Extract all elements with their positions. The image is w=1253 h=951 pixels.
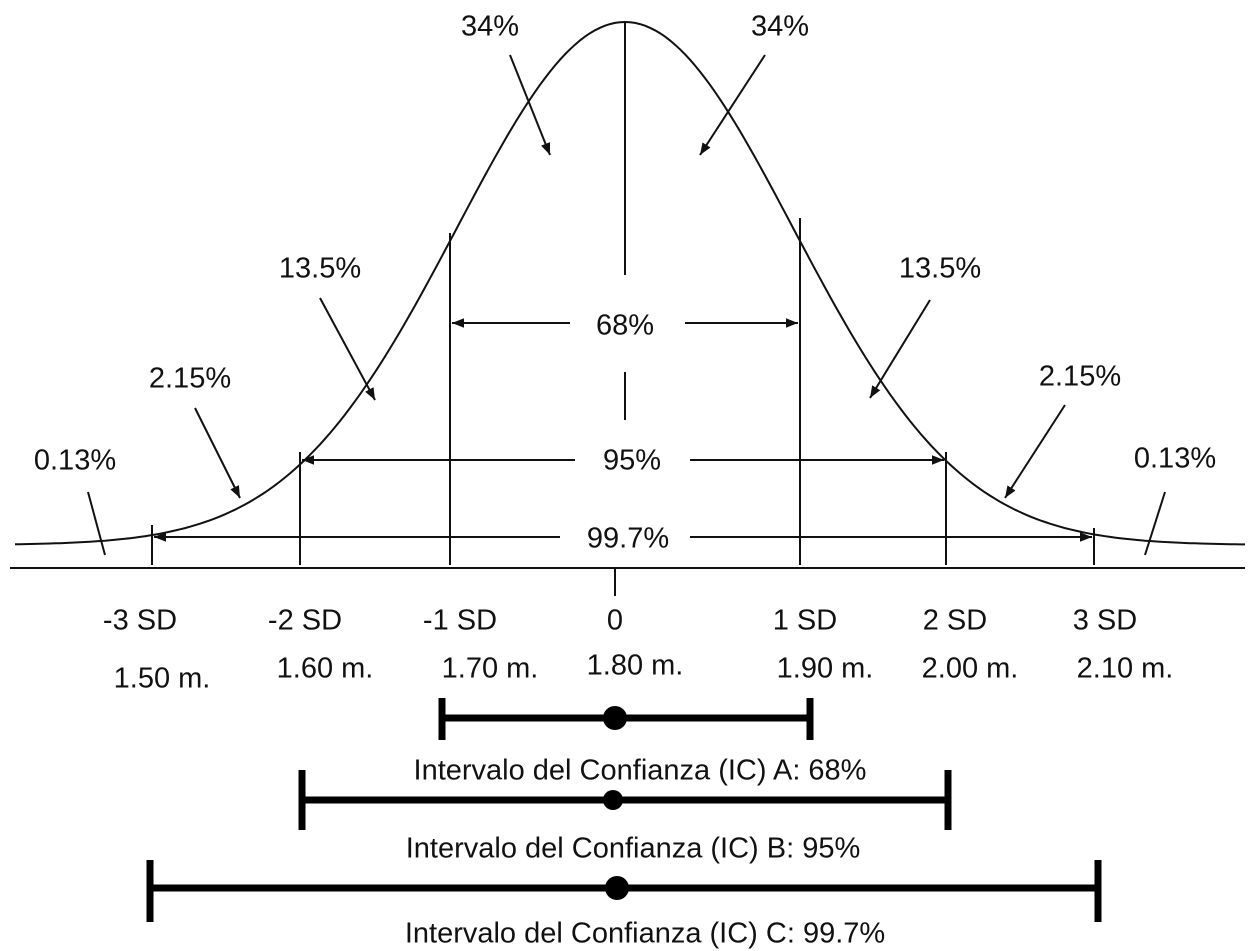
height-label: 1.60 m. — [277, 653, 374, 685]
axis-labels: -3 SD -2 SD -1 SD 0 1 SD 2 SD 3 SD 1.50 m. 1.60 … — [103, 605, 1173, 695]
region-label: 2.15% — [1039, 361, 1121, 393]
height-label: 2.00 m. — [922, 653, 1019, 685]
height-label: 1.80 m. — [587, 650, 684, 682]
region-label: 0.13% — [34, 445, 116, 477]
interval-label: Intervalo del Confianza (IC) C: 99.7% — [405, 918, 885, 950]
confidence-intervals — [146, 698, 1102, 922]
interval-label: Intervalo del Confianza (IC) A: 68% — [414, 755, 867, 787]
pointer-arrows — [87, 54, 1166, 556]
interval-label: Intervalo del Confianza (IC) B: 95% — [406, 833, 861, 865]
sd-label: -2 SD — [268, 605, 342, 637]
height-label: 1.70 m. — [442, 653, 539, 685]
sd-label: 1 SD — [773, 605, 837, 637]
height-label: 2.10 m. — [1077, 653, 1174, 685]
region-label: 2.15% — [149, 363, 231, 395]
height-label: 1.90 m. — [777, 653, 874, 685]
region-label: 0.13% — [1134, 443, 1216, 475]
region-label: 13.5% — [279, 253, 361, 285]
region-label: 13.5% — [899, 253, 981, 285]
sd-lines — [151, 22, 1095, 565]
region-label: 34% — [461, 11, 519, 43]
span-label: 99.7% — [587, 523, 669, 555]
sd-label: 0 — [607, 605, 623, 637]
sd-label: 3 SD — [1073, 605, 1137, 637]
bell-curve — [14, 20, 1245, 546]
sd-label: -3 SD — [103, 605, 177, 637]
span-arrows — [154, 318, 1092, 542]
span-label: 68% — [596, 310, 654, 342]
height-label: 1.50 m. — [114, 663, 211, 695]
sd-label: 2 SD — [923, 605, 987, 637]
span-label: 95% — [603, 445, 661, 477]
sd-label: -1 SD — [423, 605, 497, 637]
region-label: 34% — [751, 11, 809, 43]
